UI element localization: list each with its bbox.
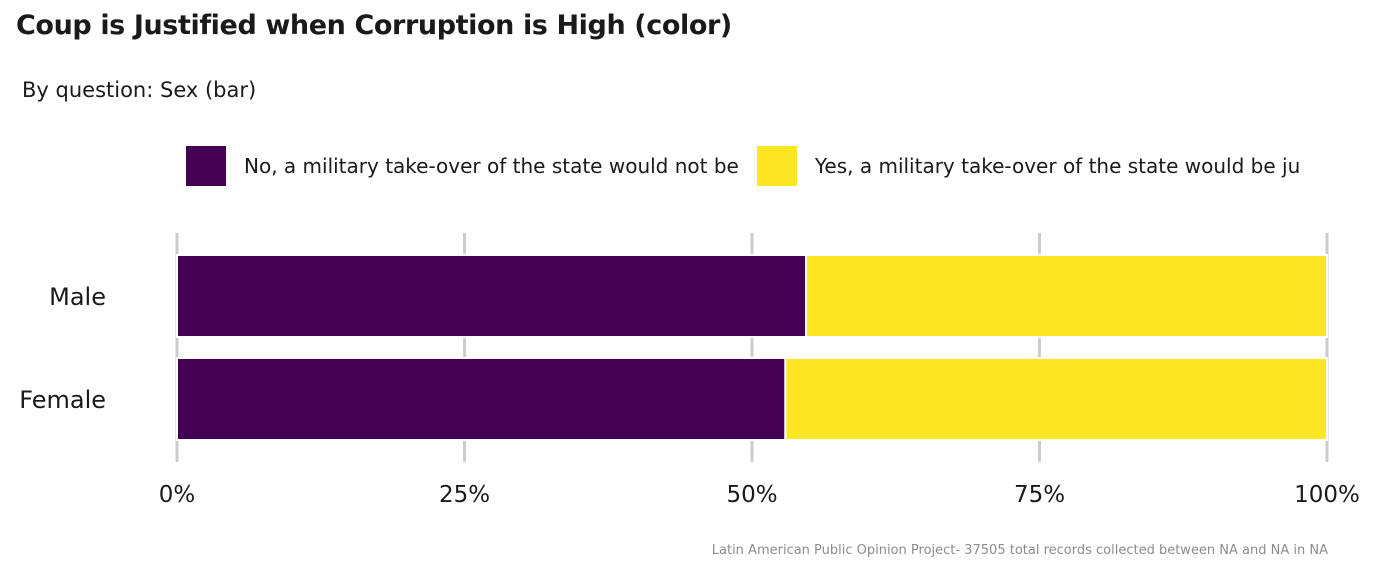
x-tick-label-4: 100% [1294,482,1360,508]
chart-subtitle: By question: Sex (bar) [22,78,257,102]
legend-item-yes: Yes, a military take-over of the state w… [756,146,1301,186]
chart-title: Coup is Justified when Corruption is Hig… [16,10,732,41]
bar-male-series-0 [176,254,808,338]
legend-swatch-yes [756,146,797,186]
axis-labels: 0% 25% 50% 75% 100% Male Female [19,283,1360,508]
legend-swatch-no [186,146,226,186]
legend-item-no: No, a military take-over of the state wo… [186,146,739,186]
x-tick-label-3: 75% [1014,482,1065,508]
x-tick-label-2: 50% [726,482,777,508]
bar-female-series-1 [784,357,1328,441]
legend: No, a military take-over of the state wo… [186,146,1300,186]
source-caption: Latin American Public Opinion Project- 3… [711,543,1328,558]
y-category-label-male: Male [49,283,106,311]
legend-label-yes: Yes, a military take-over of the state w… [814,154,1301,178]
bar-male-series-1 [805,254,1328,338]
x-tick-label-0: 0% [159,482,196,508]
bars [176,254,1328,441]
x-tick-label-1: 25% [439,482,490,508]
legend-label-no: No, a military take-over of the state wo… [244,154,739,178]
bar-female-series-0 [176,357,787,441]
y-category-label-female: Female [19,386,106,414]
